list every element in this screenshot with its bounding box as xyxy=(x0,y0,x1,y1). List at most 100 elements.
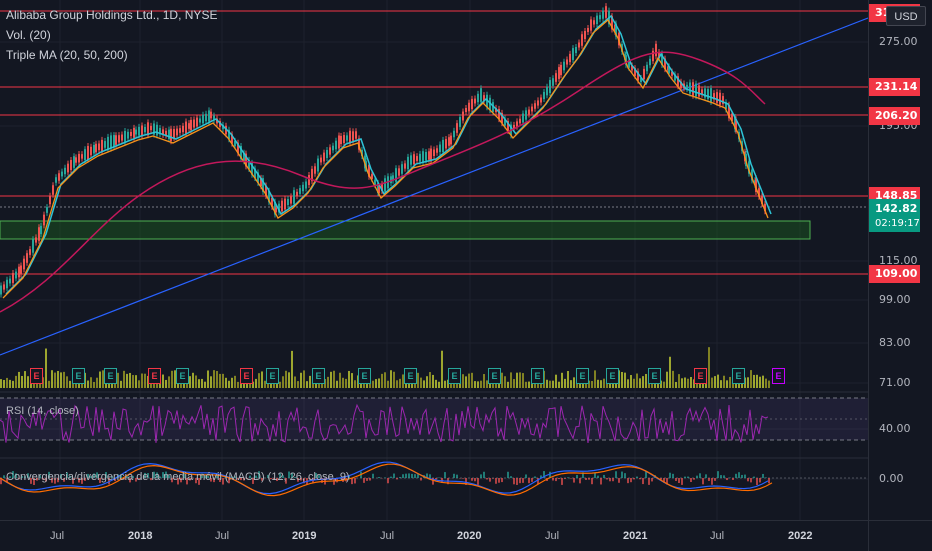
earnings-marker[interactable]: E xyxy=(176,368,189,384)
candle-body xyxy=(87,146,89,160)
candle-body xyxy=(456,123,458,133)
candle-body xyxy=(305,181,307,188)
volume-bar xyxy=(636,374,638,388)
earnings-marker[interactable]: E xyxy=(312,368,325,384)
earnings-marker[interactable]: E xyxy=(448,368,461,384)
macd-hist xyxy=(678,478,680,483)
earnings-marker[interactable]: E xyxy=(576,368,589,384)
earnings-marker[interactable]: E xyxy=(648,368,661,384)
macd-hist xyxy=(363,478,365,483)
candle-body xyxy=(52,185,54,194)
earnings-marker[interactable]: E xyxy=(104,368,117,384)
volume-bar xyxy=(132,375,134,388)
chart-canvas[interactable] xyxy=(0,0,868,520)
volume-bar xyxy=(21,376,23,388)
price-tick: 71.00 xyxy=(879,376,911,389)
macd-hist xyxy=(618,478,620,483)
candle-body xyxy=(29,249,31,255)
macd-hist xyxy=(528,478,530,483)
time-axis[interactable]: Jul 2018 Jul 2019 Jul 2020 Jul 2021 Jul … xyxy=(0,520,868,551)
macd-hist xyxy=(693,478,695,480)
macd-hist xyxy=(552,478,554,481)
volume-bar xyxy=(759,377,761,388)
macd-hist xyxy=(606,478,608,479)
volume-bar xyxy=(561,373,563,388)
earnings-marker[interactable]: E xyxy=(772,368,785,384)
macd-hist xyxy=(498,478,500,483)
volume-bar xyxy=(675,382,677,388)
volume-bar xyxy=(138,380,140,388)
earnings-marker[interactable]: E xyxy=(606,368,619,384)
macd-hist xyxy=(564,478,566,479)
candle-body xyxy=(710,88,712,102)
volume-bar xyxy=(99,372,101,388)
volume-bar xyxy=(204,382,206,388)
candle-body xyxy=(23,259,25,270)
candle-body xyxy=(343,135,345,143)
macd-hist xyxy=(621,472,623,478)
symbol-legend[interactable]: Alibaba Group Holdings Ltd., 1D, NYSE xyxy=(6,8,217,22)
candle-body xyxy=(563,62,565,71)
volume-bar xyxy=(768,381,770,388)
volume-bar xyxy=(591,381,593,388)
volume-bar xyxy=(573,377,575,388)
candle-body xyxy=(9,279,11,284)
macd-label[interactable]: Convergencia/divergencia de la media móv… xyxy=(6,471,350,483)
macd-hist xyxy=(519,478,521,483)
candle-body xyxy=(329,147,331,154)
earnings-marker[interactable]: E xyxy=(30,368,43,384)
candle-body xyxy=(575,47,577,53)
volume-bar xyxy=(228,381,230,388)
volume-bar xyxy=(426,376,428,388)
candle-body xyxy=(646,65,648,71)
volume-bar xyxy=(642,376,644,388)
macd-hist xyxy=(630,478,632,482)
candle-body xyxy=(566,59,568,64)
volume-bar xyxy=(597,380,599,388)
volume-bar xyxy=(12,381,14,388)
earnings-marker[interactable]: E xyxy=(732,368,745,384)
earnings-marker[interactable]: E xyxy=(694,368,707,384)
earnings-marker[interactable]: E xyxy=(72,368,85,384)
candle-body xyxy=(32,239,34,252)
macd-hist xyxy=(717,471,719,478)
macd-hist xyxy=(531,478,533,482)
level-badge-109: 109.00 xyxy=(869,265,920,283)
volume-bar xyxy=(96,378,98,388)
volume-bar xyxy=(3,380,5,388)
currency-button[interactable]: USD xyxy=(886,6,926,26)
ma-legend[interactable]: Triple MA (20, 50, 200) xyxy=(6,48,128,62)
volume-bar xyxy=(672,371,674,388)
volume-bar xyxy=(51,370,53,388)
candle-body xyxy=(537,100,539,105)
time-label: 2019 xyxy=(292,530,316,542)
earnings-marker[interactable]: E xyxy=(240,368,253,384)
earnings-marker[interactable]: E xyxy=(358,368,371,384)
candle-body xyxy=(599,15,601,19)
earnings-marker[interactable]: E xyxy=(404,368,417,384)
volume-bar xyxy=(69,381,71,388)
macd-hist xyxy=(438,477,440,478)
scale-corner[interactable] xyxy=(868,520,932,551)
volume-legend[interactable]: Vol. (20) xyxy=(6,28,51,42)
earnings-marker[interactable]: E xyxy=(266,368,279,384)
candle-body xyxy=(338,135,340,148)
macd-hist xyxy=(741,475,743,478)
volume-bar xyxy=(444,381,446,388)
rsi-label[interactable]: RSI (14, close) xyxy=(6,405,79,417)
volume-bar xyxy=(474,381,476,388)
candle-body xyxy=(317,159,319,172)
earnings-marker[interactable]: E xyxy=(148,368,161,384)
candle-body xyxy=(78,154,80,163)
price-chart[interactable]: Alibaba Group Holdings Ltd., 1D, NYSE Vo… xyxy=(0,0,868,550)
earnings-marker[interactable]: E xyxy=(531,368,544,384)
candle-body xyxy=(95,144,97,153)
candle-body xyxy=(398,168,400,175)
candle-body xyxy=(407,157,409,169)
earnings-marker[interactable]: E xyxy=(488,368,501,384)
macd-hist xyxy=(483,472,485,478)
candle-body xyxy=(38,227,40,241)
candle-body xyxy=(584,31,586,39)
volume-bar xyxy=(480,381,482,388)
candle-body xyxy=(422,151,424,163)
